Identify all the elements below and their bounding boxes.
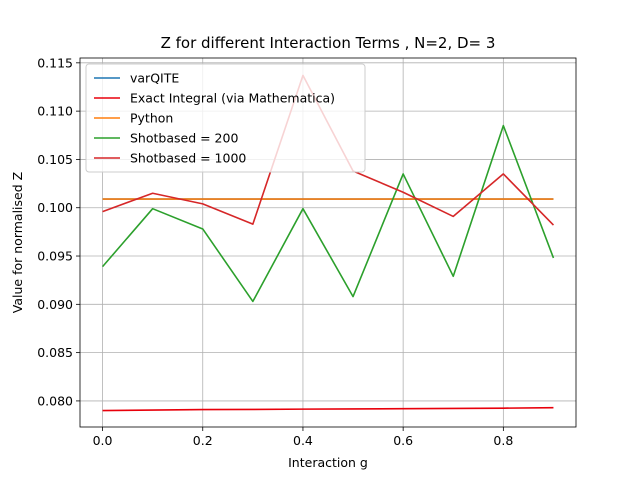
x-tick-label: 0.6 [393, 433, 413, 448]
plot-frame [79, 57, 577, 428]
legend-label-exact-integral-via-mathematica: Exact Integral (via Mathematica) [130, 91, 335, 106]
y-tick-label: 0.085 [37, 345, 73, 360]
y-tick-label: 0.105 [37, 152, 73, 167]
y-tick-label: 0.110 [37, 104, 73, 119]
x-tick-label: 0.8 [493, 433, 513, 448]
legend-label-varqite: varQITE [130, 71, 179, 86]
y-tick-label: 0.095 [37, 249, 73, 264]
y-tick-label: 0.080 [37, 393, 73, 408]
legend-label-python: Python [130, 111, 173, 126]
x-tick-label: 0.0 [93, 433, 113, 448]
chart-title: Z for different Interaction Terms , N=2,… [161, 34, 496, 52]
series-line-shotbased-200 [101, 124, 555, 303]
legend-label-shotbased-1000: Shotbased = 1000 [130, 151, 246, 166]
series-line-exact-integral-via-mathematica [102, 406, 554, 412]
x-axis-label: Interaction g [288, 455, 368, 470]
legend: varQITE Exact Integral (via Mathematica) P… [85, 63, 366, 173]
y-axis-ticks: 0.080 0.085 0.090 0.095 0.100 0.105 0.110 0.115 [37, 55, 80, 408]
y-tick-label: 0.100 [37, 200, 73, 215]
legend-label-shotbased-200: Shotbased = 200 [130, 131, 238, 146]
x-tick-label: 0.4 [293, 433, 313, 448]
y-tick-label: 0.115 [37, 55, 73, 70]
y-tick-label: 0.090 [37, 297, 73, 312]
y-axis-label: Value for normalised Z [10, 172, 25, 313]
legend-box [85, 63, 366, 173]
x-axis-ticks: 0.0 0.2 0.4 0.6 0.8 [93, 427, 513, 448]
x-tick-label: 0.2 [193, 433, 213, 448]
